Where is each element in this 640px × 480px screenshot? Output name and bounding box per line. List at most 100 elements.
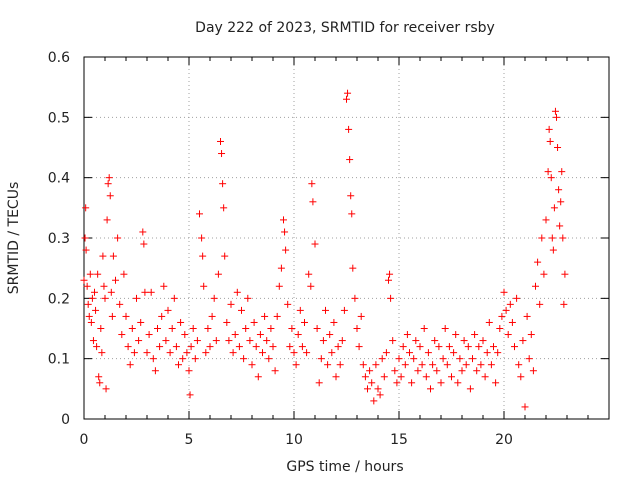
data-point bbox=[386, 270, 394, 278]
data-point bbox=[269, 343, 277, 351]
data-point bbox=[529, 367, 537, 375]
data-point bbox=[303, 349, 311, 357]
data-point bbox=[391, 367, 399, 375]
data-point bbox=[309, 198, 317, 206]
data-point bbox=[556, 222, 564, 230]
data-point bbox=[513, 294, 521, 302]
data-point bbox=[292, 361, 300, 369]
data-point bbox=[307, 282, 315, 290]
data-point bbox=[395, 355, 403, 363]
data-point bbox=[160, 282, 168, 290]
data-point bbox=[479, 337, 487, 345]
data-point bbox=[441, 325, 449, 332]
data-point bbox=[429, 361, 437, 369]
data-point bbox=[374, 385, 382, 393]
data-point bbox=[462, 361, 470, 369]
data-point bbox=[248, 361, 256, 369]
data-point bbox=[332, 373, 340, 381]
data-point bbox=[95, 373, 103, 381]
data-point bbox=[82, 246, 90, 254]
data-point bbox=[118, 331, 126, 339]
data-point bbox=[473, 367, 481, 375]
data-point bbox=[527, 331, 535, 339]
data-point bbox=[481, 373, 489, 381]
data-point bbox=[277, 264, 285, 272]
data-point bbox=[545, 125, 553, 133]
data-point bbox=[225, 337, 233, 345]
data-point bbox=[366, 367, 374, 375]
data-point bbox=[100, 282, 108, 290]
data-point bbox=[532, 282, 539, 290]
data-point bbox=[290, 349, 298, 357]
data-point bbox=[403, 331, 411, 339]
data-point bbox=[151, 367, 159, 375]
data-point bbox=[145, 331, 153, 339]
data-point bbox=[551, 107, 559, 115]
data-point bbox=[166, 349, 174, 357]
data-point bbox=[557, 198, 565, 206]
data-point bbox=[439, 355, 447, 363]
data-point bbox=[223, 318, 231, 326]
data-point bbox=[196, 210, 203, 218]
data-point bbox=[200, 282, 208, 290]
data-point bbox=[227, 300, 235, 308]
data-point bbox=[94, 270, 102, 278]
y-tick-labels: 0 0.1 0.2 0.3 0.4 0.5 0.6 bbox=[48, 50, 70, 428]
data-point bbox=[97, 325, 105, 332]
data-point bbox=[221, 252, 229, 260]
data-point bbox=[84, 300, 92, 308]
data-point bbox=[311, 240, 319, 248]
data-point bbox=[120, 270, 128, 278]
data-point bbox=[252, 343, 260, 351]
data-point bbox=[458, 367, 466, 375]
y-tick-label: 0 bbox=[61, 412, 70, 428]
data-point bbox=[469, 355, 476, 363]
x-tick-label: 20 bbox=[495, 432, 513, 448]
data-point bbox=[212, 337, 220, 345]
data-point bbox=[198, 234, 206, 242]
data-point bbox=[420, 325, 428, 332]
data-points bbox=[80, 89, 569, 411]
data-point bbox=[466, 385, 474, 393]
data-point bbox=[168, 325, 176, 332]
data-point bbox=[380, 373, 388, 381]
data-point bbox=[149, 355, 157, 363]
data-point bbox=[259, 349, 266, 357]
data-point bbox=[540, 270, 548, 278]
x-axis-label: GPS time / hours bbox=[286, 459, 403, 475]
data-point bbox=[330, 318, 338, 326]
data-point bbox=[351, 294, 359, 302]
data-point bbox=[389, 337, 397, 345]
data-point bbox=[263, 337, 271, 345]
data-point bbox=[359, 361, 367, 369]
data-point bbox=[452, 331, 460, 339]
y-tick-label: 0.4 bbox=[48, 171, 70, 187]
data-point bbox=[282, 246, 290, 254]
data-point bbox=[372, 361, 380, 369]
data-point bbox=[322, 306, 329, 314]
data-point bbox=[240, 355, 248, 363]
data-point bbox=[93, 343, 101, 351]
data-point bbox=[385, 276, 392, 284]
data-point bbox=[511, 343, 518, 351]
data-point bbox=[525, 355, 533, 363]
data-point bbox=[261, 312, 269, 320]
data-point bbox=[324, 361, 332, 369]
data-point bbox=[502, 306, 510, 314]
data-point bbox=[154, 325, 161, 332]
data-point bbox=[406, 349, 413, 357]
data-point bbox=[114, 234, 122, 242]
data-point bbox=[104, 180, 112, 188]
data-point bbox=[561, 270, 569, 278]
data-point bbox=[338, 337, 346, 345]
data-point bbox=[431, 337, 439, 345]
data-point bbox=[483, 349, 491, 357]
data-point bbox=[199, 252, 207, 260]
data-point bbox=[494, 349, 502, 357]
data-point bbox=[85, 312, 93, 320]
y-axis-label: SRMTID / TECUs bbox=[6, 182, 22, 295]
data-point bbox=[422, 373, 430, 381]
data-point bbox=[506, 300, 514, 308]
y-tick-label: 0.3 bbox=[48, 231, 70, 247]
data-point bbox=[250, 318, 258, 326]
